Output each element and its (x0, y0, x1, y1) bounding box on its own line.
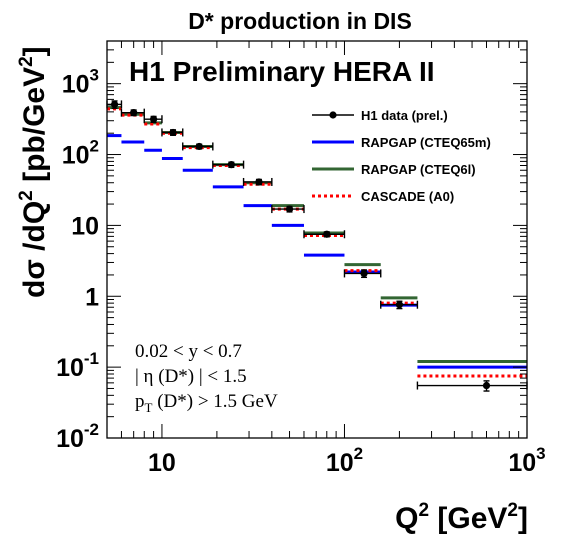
cut-line: pT (D*) > 1.5 GeV (135, 391, 278, 415)
data-point (227, 161, 235, 169)
data-point (323, 230, 331, 238)
data-point (195, 142, 203, 151)
data-point (285, 205, 294, 213)
legend: H1 data (prel.) RAPGAP (CTEQ65m) RAPGAP (C… (312, 108, 491, 204)
y-axis-unit-open: [pb/GeV (18, 67, 51, 190)
cut-line: | η (D*) | < 1.5 (135, 366, 247, 387)
cut-text-main: | η (D*) | < 1.5 (135, 366, 247, 387)
data-point (149, 115, 158, 123)
cut-line: 0.02 < y < 0.7 (135, 341, 242, 362)
legend-item-3: CASCADE (A0) (312, 189, 454, 204)
legend-item-0: H1 data (prel.) (312, 108, 448, 123)
y-axis-unit-sup: 2 (16, 56, 37, 67)
x-axis-label: Q2 [GeV2] (395, 500, 528, 535)
y-tick-base: 10 (56, 354, 84, 382)
data-point (360, 269, 368, 278)
y-tick-exp: -2 (84, 420, 99, 439)
plot-frame (106, 40, 528, 439)
y-tick-base: 10 (62, 142, 90, 170)
x-tick-exp: 3 (536, 444, 545, 463)
x-tick-label: 103 (508, 444, 545, 477)
data-point (482, 381, 491, 390)
cut-text-main: 0.02 < y < 0.7 (135, 341, 242, 362)
cut-text-main: p (135, 391, 145, 412)
legend-item-1: RAPGAP (CTEQ65m) (312, 135, 491, 150)
y-axis-var: dσ /dQ (18, 201, 51, 298)
x-axis-unit-close: ] (518, 502, 528, 535)
y-tick-base: 10 (71, 212, 99, 240)
chart-title: D* production in DIS (188, 8, 412, 34)
x-tick-label: 10 (148, 449, 176, 477)
legend-label: H1 data (prel.) (361, 108, 448, 123)
y-tick-label: 102 (62, 137, 99, 170)
legend-label: RAPGAP (CTEQ6l) (361, 162, 476, 177)
legend-item-2: RAPGAP (CTEQ6l) (312, 162, 476, 177)
y-axis-label: dσ /dQ2 [pb/GeV2] (16, 46, 51, 298)
y-tick-exp: 3 (90, 66, 99, 85)
legend-marker-point (329, 111, 337, 119)
y-tick-label: 10-2 (56, 420, 99, 453)
y-axis-var-sup: 2 (16, 190, 37, 201)
cut-text-sub: T (145, 400, 153, 415)
y-tick-base: 10 (56, 425, 84, 453)
y-tick-label: 103 (62, 66, 99, 99)
data-point (255, 178, 263, 186)
x-tick-base: 10 (148, 449, 176, 477)
legend-label: CASCADE (A0) (361, 189, 454, 204)
selection-cuts: 0.02 < y < 0.7 | η (D*) | < 1.5 pT (D*) > … (135, 341, 278, 415)
y-tick-exp: -1 (84, 349, 99, 368)
axis-ticks (106, 40, 528, 439)
y-axis-unit-close: ] (18, 46, 51, 56)
legend-label: RAPGAP (CTEQ65m) (361, 135, 491, 150)
y-tick-label: 10-1 (56, 349, 99, 382)
y-tick-base: 10 (62, 71, 90, 99)
y-tick-exp: 2 (90, 137, 99, 156)
x-axis-var-sup: 2 (418, 500, 429, 521)
x-axis-unit-sup: 2 (507, 500, 518, 521)
banner-label: H1 Preliminary HERA II (129, 56, 435, 87)
data-point (110, 100, 119, 108)
x-axis-var: Q (395, 502, 418, 535)
x-tick-base: 10 (326, 449, 354, 477)
x-tick-base: 10 (508, 449, 536, 477)
x-axis-unit-open: [GeV (429, 502, 507, 535)
data-point (395, 301, 404, 309)
y-tick-label: 10 (71, 212, 99, 240)
y-tick-label: 1 (85, 283, 99, 311)
x-tick-exp: 2 (354, 444, 363, 463)
y-tick-base: 1 (85, 283, 99, 311)
data-points (106, 100, 528, 392)
x-tick-label: 102 (326, 444, 363, 477)
data-point (169, 128, 177, 137)
data-point (130, 109, 138, 117)
cut-text-rest: (D*) > 1.5 GeV (152, 391, 277, 412)
